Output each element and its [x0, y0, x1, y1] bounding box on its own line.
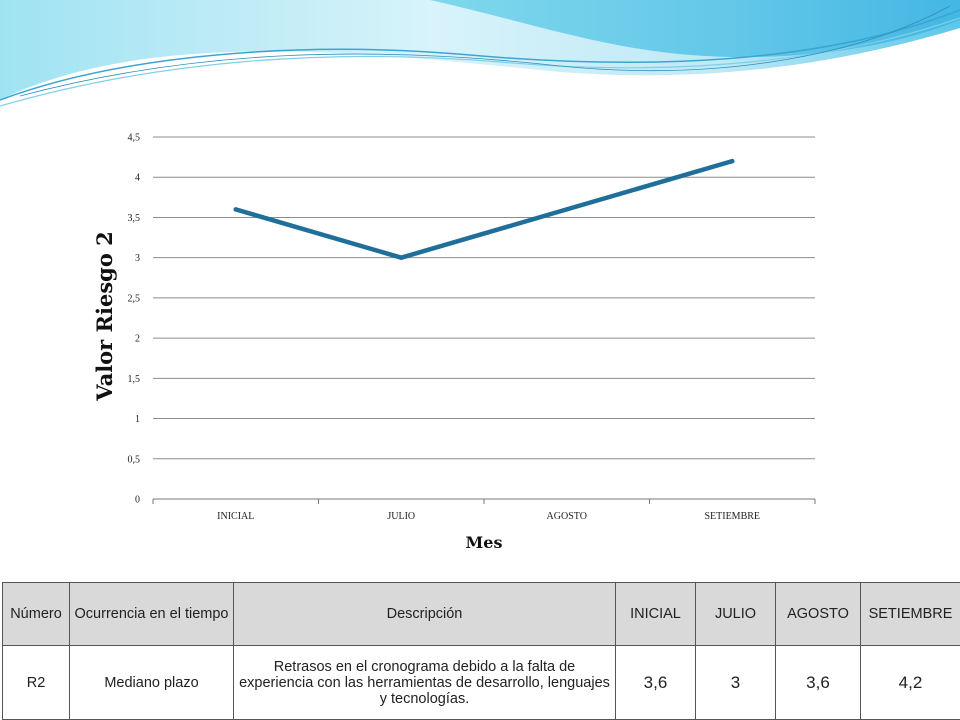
header-agosto: AGOSTO — [775, 582, 861, 646]
cell-inicial: 3,6 — [615, 645, 696, 720]
cell-numero: R2 — [2, 645, 70, 720]
table-row: R2 Mediano plazo Retrasos en el cronogra… — [2, 645, 960, 720]
header-numero: Número — [2, 582, 70, 646]
series-line — [233, 158, 735, 260]
header-wave-decoration — [0, 0, 960, 107]
x-axis: INICIAL JULIO AGOSTO SETIEMBRE — [152, 499, 816, 522]
header-julio: JULIO — [695, 582, 776, 646]
y-tick-label: 0 — [135, 495, 140, 506]
risk-table: Número Ocurrencia en el tiempo Descripci… — [2, 582, 960, 720]
y-tick-label: 1 — [135, 414, 140, 425]
line-chart: 0 0,5 1 1,5 2 2,5 3 3,5 4 4,5 INICIAL JULIO AGOSTO S… — [92, 133, 816, 552]
header-descripcion: Descripción — [233, 582, 616, 646]
header-setiembre: SETIEMBRE — [860, 582, 960, 646]
header-ocurrencia: Ocurrencia en el tiempo — [69, 582, 234, 646]
y-tick-label: 4,5 — [128, 133, 141, 144]
y-tick-label: 2,5 — [128, 293, 141, 304]
y-tick-label: 4 — [135, 173, 140, 184]
cell-ocurrencia: Mediano plazo — [69, 645, 234, 720]
data-point — [564, 207, 569, 212]
x-tick-label: JULIO — [387, 511, 415, 522]
y-tick-label: 3,5 — [128, 213, 141, 224]
cell-setiembre: 4,2 — [860, 645, 960, 720]
y-tick-label: 1,5 — [128, 374, 141, 385]
table-header-row: Número Ocurrencia en el tiempo Descripci… — [2, 582, 960, 646]
data-point — [399, 255, 404, 260]
gridlines — [153, 136, 815, 500]
header-inicial: INICIAL — [615, 582, 696, 646]
y-tick-label: 3 — [135, 253, 140, 264]
x-tick-label: AGOSTO — [547, 511, 587, 522]
data-point — [730, 158, 735, 164]
x-tick-label: SETIEMBRE — [704, 511, 760, 522]
y-tick-label: 0,5 — [128, 454, 141, 465]
cell-julio: 3 — [695, 645, 776, 720]
x-axis-title: Mes — [466, 533, 503, 552]
x-tick-label: INICIAL — [217, 511, 254, 522]
data-point — [233, 207, 238, 212]
cell-agosto: 3,6 — [775, 645, 861, 720]
cell-descripcion: Retrasos en el cronograma debido a la fa… — [233, 645, 616, 720]
series-group — [233, 158, 735, 260]
y-axis-ticks: 0 0,5 1 1,5 2 2,5 3 3,5 4 4,5 — [128, 133, 141, 506]
y-tick-label: 2 — [135, 334, 140, 345]
y-axis-title: Valor Riesgo 2 — [92, 231, 117, 402]
